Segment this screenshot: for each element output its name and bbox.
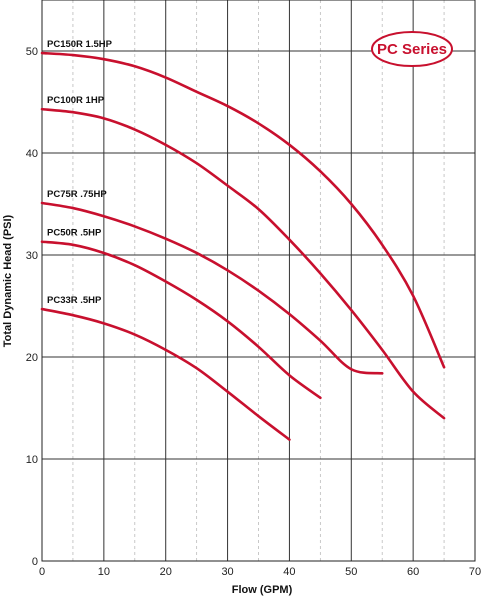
series-label: PC100R 1HP xyxy=(47,95,105,106)
y-tick-label: 40 xyxy=(26,148,38,160)
y-tick-label: 0 xyxy=(32,556,38,568)
x-tick-label: 20 xyxy=(160,566,172,578)
badge-label: PC Series xyxy=(377,41,447,58)
y-tick-label: 10 xyxy=(26,454,38,466)
pump-curve xyxy=(40,107,446,420)
pump-curve xyxy=(40,307,291,441)
series-label: PC75R .75HP xyxy=(47,189,107,200)
series-label: PC150R 1.5HP xyxy=(47,39,113,50)
y-axis-title: Total Dynamic Head (PSI) xyxy=(2,214,14,347)
y-tick-label: 20 xyxy=(26,352,38,364)
badge-ellipse xyxy=(371,31,453,67)
x-tick-label: 30 xyxy=(221,566,233,578)
grid xyxy=(42,0,475,561)
pump-curve xyxy=(40,51,446,369)
pump-curve xyxy=(40,240,322,400)
y-tick-label: 50 xyxy=(26,46,38,58)
x-tick-label: 40 xyxy=(283,566,295,578)
x-tick-label: 0 xyxy=(39,566,45,578)
x-tick-label: 70 xyxy=(469,566,481,578)
x-tick-label: 60 xyxy=(407,566,419,578)
x-tick-label: 10 xyxy=(98,566,110,578)
series-labels: PC150R 1.5HP PC100R 1HP PC75R .75HP PC50R .… xyxy=(47,39,113,306)
x-axis-title: Flow (GPM) xyxy=(232,584,293,596)
series-label: PC33R .5HP xyxy=(47,295,102,306)
pump-curve xyxy=(40,201,384,375)
x-tick-label: 50 xyxy=(345,566,357,578)
pc-series-badge: PC Series xyxy=(371,31,453,67)
series-label: PC50R .5HP xyxy=(47,228,102,239)
y-tick-labels: 0 10 20 30 40 50 xyxy=(26,46,38,568)
curves xyxy=(40,51,446,441)
y-tick-label: 30 xyxy=(26,250,38,262)
plot-frame xyxy=(41,0,476,562)
x-tick-labels: 0 10 20 30 40 50 60 70 xyxy=(39,566,481,578)
